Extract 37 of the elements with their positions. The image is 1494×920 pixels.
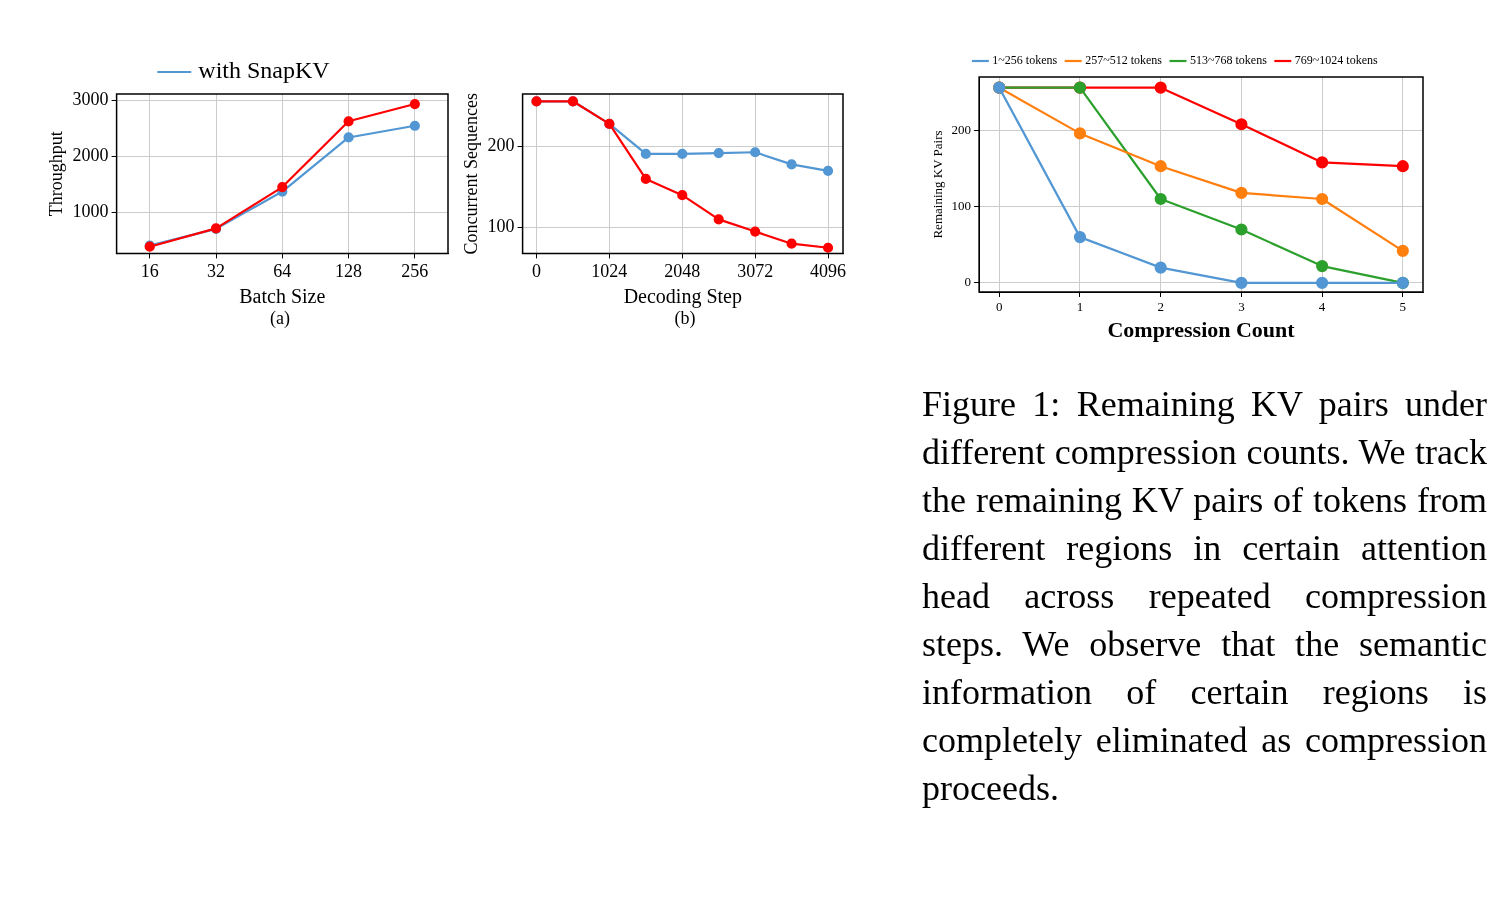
y-axis-title: Throughput xyxy=(45,131,66,217)
x-axis-title: Compression Count xyxy=(1107,317,1296,343)
y-tick-label: 3000 xyxy=(72,89,109,110)
y-tick-label: 100 xyxy=(487,216,515,237)
legend-label: 1~256 tokens xyxy=(992,53,1058,68)
x-tick-label: 16 xyxy=(140,260,159,281)
x-tick-label: 128 xyxy=(335,260,363,281)
x-tick-label: 256 xyxy=(401,260,429,281)
x-tick-label: 3 xyxy=(1238,299,1245,315)
x-tick-label: 1024 xyxy=(591,260,628,281)
legend-label: with SnapKV xyxy=(198,57,331,84)
y-axis-title: Concurrent Sequences xyxy=(460,92,481,255)
x-tick-label: 1 xyxy=(1076,299,1084,315)
legend-label: 769~1024 tokens xyxy=(1294,53,1378,68)
y-tick-label: 1000 xyxy=(72,200,109,221)
y-tick-label: 2000 xyxy=(72,145,109,166)
y-tick-label: 200 xyxy=(951,121,972,137)
x-axis-title: Decoding Step xyxy=(623,285,742,309)
text: (b) xyxy=(673,308,697,329)
x-tick-label: 64 xyxy=(273,260,292,281)
x-tick-label: 2048 xyxy=(664,260,701,281)
y-axis-title: Remaining KV Pairs xyxy=(930,130,946,239)
x-tick-label: 32 xyxy=(207,260,226,281)
legend-label: 257~512 tokens xyxy=(1085,53,1163,68)
x-tick-label: 0 xyxy=(996,299,1003,315)
x-tick-label: 3072 xyxy=(737,260,774,281)
y-tick-label: 100 xyxy=(951,198,972,214)
y-tick-label: 200 xyxy=(487,135,515,156)
x-axis-title: Batch Size xyxy=(239,285,326,308)
x-tick-label: 5 xyxy=(1399,299,1407,315)
text: (a) xyxy=(269,308,291,329)
x-tick-label: 4096 xyxy=(810,260,847,281)
legend-label: 513~768 tokens xyxy=(1190,53,1268,68)
x-tick-label: 2 xyxy=(1157,299,1164,315)
text: Figure 1: Remaining KV pairs under different compression counts. We track the remaining KV pairs of tokens from different regions in certain attention head across repeated compression steps. We observe that the semantic information of certain regions is completely eliminated as compression proceeds. xyxy=(922,384,1487,808)
x-tick-label: 4 xyxy=(1318,299,1326,315)
x-tick-label: 0 xyxy=(531,260,541,281)
